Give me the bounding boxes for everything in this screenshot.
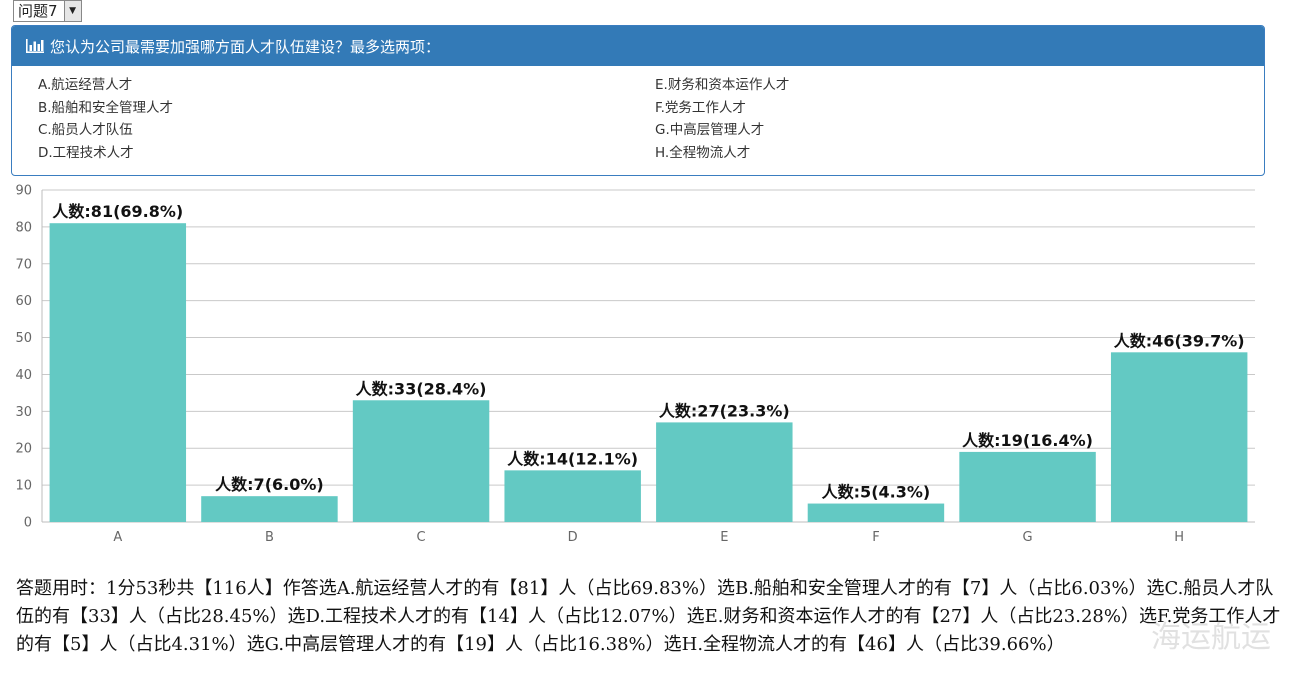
bar-f <box>807 503 945 522</box>
option-d: D.工程技术人才 <box>38 144 134 161</box>
bar-d <box>504 470 641 522</box>
y-tick-label: 20 <box>15 442 32 457</box>
option-h: H.全程物流人才 <box>655 144 751 161</box>
y-tick-label: 80 <box>15 220 32 235</box>
x-tick-label-c: C <box>417 530 426 545</box>
option-b: B.船舶和安全管理人才 <box>38 99 174 116</box>
bar-c <box>352 400 490 522</box>
bar-h <box>1110 352 1248 522</box>
y-tick-label: 50 <box>15 331 32 346</box>
option-f: F.党务工作人才 <box>655 99 746 116</box>
bar-g <box>959 451 1096 522</box>
y-tick-label: 30 <box>15 405 32 420</box>
dropdown-arrow-icon[interactable]: ▼ <box>63 1 81 21</box>
data-label-a: 人数:81(69.8%) <box>52 202 183 221</box>
x-tick-label-a: A <box>113 530 122 545</box>
y-tick-label: 0 <box>24 516 32 531</box>
y-tick-label: 10 <box>15 479 32 494</box>
data-label-g: 人数:19(16.4%) <box>962 431 1093 450</box>
answer-summary: 答题用时：1分53秒共【116人】作答选A.航运经营人才的有【81】人（占比69… <box>16 578 1281 655</box>
data-label-b: 人数:7(6.0%) <box>215 475 324 494</box>
option-c: C.船员人才队伍 <box>38 122 133 138</box>
data-label-f: 人数:5(4.3%) <box>822 483 931 502</box>
data-label-e: 人数:27(23.3%) <box>659 401 790 420</box>
x-tick-label-b: B <box>265 530 274 545</box>
bar-a <box>49 223 187 522</box>
question-title: 您认为公司最需要加强哪方面人才队伍建设？最多选两项： <box>50 37 441 56</box>
question-select-value: 问题7 <box>18 2 58 20</box>
x-tick-label-d: D <box>568 530 578 545</box>
option-e: E.财务和资本运作人才 <box>655 77 790 93</box>
x-tick-label-h: H <box>1174 530 1184 545</box>
y-tick-label: 70 <box>15 257 32 272</box>
question-select[interactable]: 问题7 ▼ <box>13 0 82 22</box>
question-header: 您认为公司最需要加强哪方面人才队伍建设？最多选两项： <box>12 26 1264 66</box>
x-tick-label-g: G <box>1023 530 1033 545</box>
y-tick-label: 40 <box>15 368 32 383</box>
y-tick-label: 60 <box>15 294 32 309</box>
data-label-d: 人数:14(12.1%) <box>507 449 638 468</box>
option-a: A.航运经营人才 <box>38 77 133 93</box>
bar-chart-icon <box>26 39 44 53</box>
option-list: A.航运经营人才 E.财务和资本运作人才 B.船舶和安全管理人才 F.党务工作人… <box>38 74 1238 164</box>
data-label-h: 人数:46(39.7%) <box>1114 331 1245 350</box>
question-panel: 您认为公司最需要加强哪方面人才队伍建设？最多选两项： A.航运经营人才 E.财务… <box>11 25 1265 176</box>
y-tick-label: 90 <box>15 184 32 199</box>
x-tick-label-e: E <box>720 530 728 545</box>
data-label-c: 人数:33(28.4%) <box>356 379 487 398</box>
bar-b <box>201 496 338 522</box>
option-g: G.中高层管理人才 <box>655 122 765 138</box>
bar-e <box>656 422 793 522</box>
x-tick-label-f: F <box>872 530 879 545</box>
bar-chart: 0 10 20 30 40 50 60 70 80 90 人数:81(69.8%) A 人数:7(6.0… <box>15 184 1255 545</box>
